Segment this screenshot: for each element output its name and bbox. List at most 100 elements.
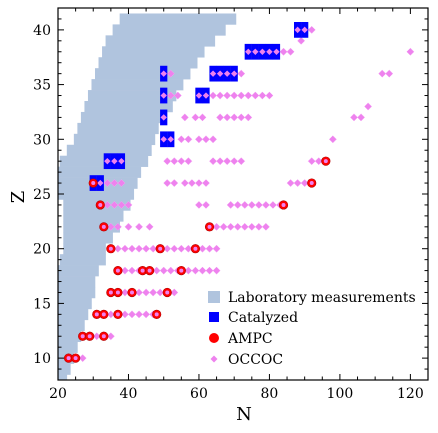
occoc-marker (194, 179, 203, 188)
occoc-marker (205, 266, 214, 275)
y-tick-label: 20 (33, 242, 51, 258)
occoc-marker (297, 36, 306, 45)
occoc-marker (163, 244, 172, 253)
y-axis-title: Z (8, 191, 29, 204)
catalyzed-inner-diamond (216, 70, 224, 77)
occoc-marker (223, 91, 232, 100)
occoc-marker (170, 244, 179, 253)
occoc-marker (145, 222, 154, 231)
occoc-marker (149, 244, 158, 253)
occoc-marker (244, 91, 253, 100)
lab-band-row (63, 232, 113, 244)
lab-band-row (95, 68, 191, 80)
y-tick-label: 40 (33, 23, 51, 39)
lab-band-row (98, 57, 198, 69)
occoc-marker (184, 157, 193, 166)
occoc-marker (223, 113, 232, 122)
occoc-marker (247, 200, 256, 209)
occoc-marker (177, 244, 186, 253)
catalyzed-layer (89, 22, 309, 191)
lab-band-row (58, 341, 78, 353)
lab-band-row (58, 265, 99, 277)
lab-band-row (77, 122, 159, 135)
catalyzed-inner-diamond (195, 92, 203, 99)
occoc-marker (261, 200, 270, 209)
occoc-marker (194, 200, 203, 209)
occoc-marker (103, 179, 112, 188)
occoc-marker (233, 222, 242, 231)
y-tick-label: 15 (33, 296, 51, 312)
occoc-marker (177, 157, 186, 166)
ampc-inner (179, 268, 184, 273)
occoc-marker (364, 102, 373, 111)
occoc-marker (350, 113, 358, 122)
occoc-marker (357, 113, 366, 122)
occoc-marker (177, 135, 186, 144)
occoc-marker (216, 91, 225, 100)
ampc-inner (91, 181, 96, 186)
ampc-inner (323, 159, 328, 164)
occoc-marker (120, 244, 129, 253)
lab-band-row (58, 319, 85, 332)
occoc-marker (237, 91, 246, 100)
lab-band-row (91, 79, 184, 91)
occoc-marker (135, 244, 144, 253)
lab-band-row (58, 308, 89, 321)
occoc-marker (328, 135, 337, 144)
lab-band-row (58, 374, 68, 381)
ampc-inner (101, 334, 106, 339)
catalyzed-inner-diamond (294, 26, 301, 34)
ampc-inner (158, 246, 163, 251)
legend-label: OCCOC (228, 352, 283, 368)
ampc-inner (98, 202, 103, 207)
occoc-marker (135, 288, 144, 297)
occoc-marker (268, 200, 277, 209)
occoc-marker (254, 222, 263, 231)
occoc-marker (237, 69, 246, 78)
occoc-marker (385, 69, 394, 78)
legend-label: AMPC (227, 331, 273, 347)
lab-band-row (58, 276, 96, 288)
occoc-marker (300, 179, 309, 188)
lab-band-row (80, 111, 166, 124)
occoc-marker (173, 91, 182, 100)
x-tick-label: 120 (397, 386, 424, 402)
occoc-marker (286, 47, 295, 56)
lab-band-row (119, 13, 237, 25)
occoc-marker (258, 91, 267, 100)
occoc-marker (124, 222, 133, 231)
lab-band-row (63, 210, 124, 222)
catalyzed-inner-diamond (111, 157, 118, 165)
occoc-marker (212, 244, 221, 253)
occoc-marker (117, 179, 126, 188)
catalyzed-inner-diamond (118, 157, 125, 165)
occoc-marker (216, 113, 225, 122)
catalyzed-inner-diamond (167, 136, 174, 143)
occoc-marker (180, 113, 189, 122)
occoc-marker (156, 288, 165, 297)
occoc-marker (286, 179, 295, 188)
catalyzed-inner-diamond (273, 48, 280, 55)
lab-band-row (73, 133, 156, 146)
occoc-marker (187, 179, 196, 188)
occoc-marker (202, 135, 210, 144)
occoc-marker (152, 266, 161, 275)
y-tick-label: 35 (33, 78, 51, 94)
lab-band-row (105, 35, 216, 47)
occoc-marker (163, 179, 172, 188)
occoc-marker (113, 244, 122, 253)
occoc-marker (163, 157, 172, 166)
catalyzed-inner-diamond (160, 92, 167, 99)
lab-band-row (58, 287, 96, 299)
lab-band-row (63, 221, 120, 233)
occoc-marker (135, 310, 144, 319)
occoc-layer (78, 25, 415, 363)
x-tick-label: 40 (120, 386, 138, 402)
occoc-marker (128, 266, 136, 275)
occoc-marker (205, 244, 214, 253)
occoc-marker (128, 310, 136, 319)
occoc-marker (120, 310, 129, 319)
ampc-inner (87, 334, 92, 339)
lab-band-row (58, 166, 142, 178)
